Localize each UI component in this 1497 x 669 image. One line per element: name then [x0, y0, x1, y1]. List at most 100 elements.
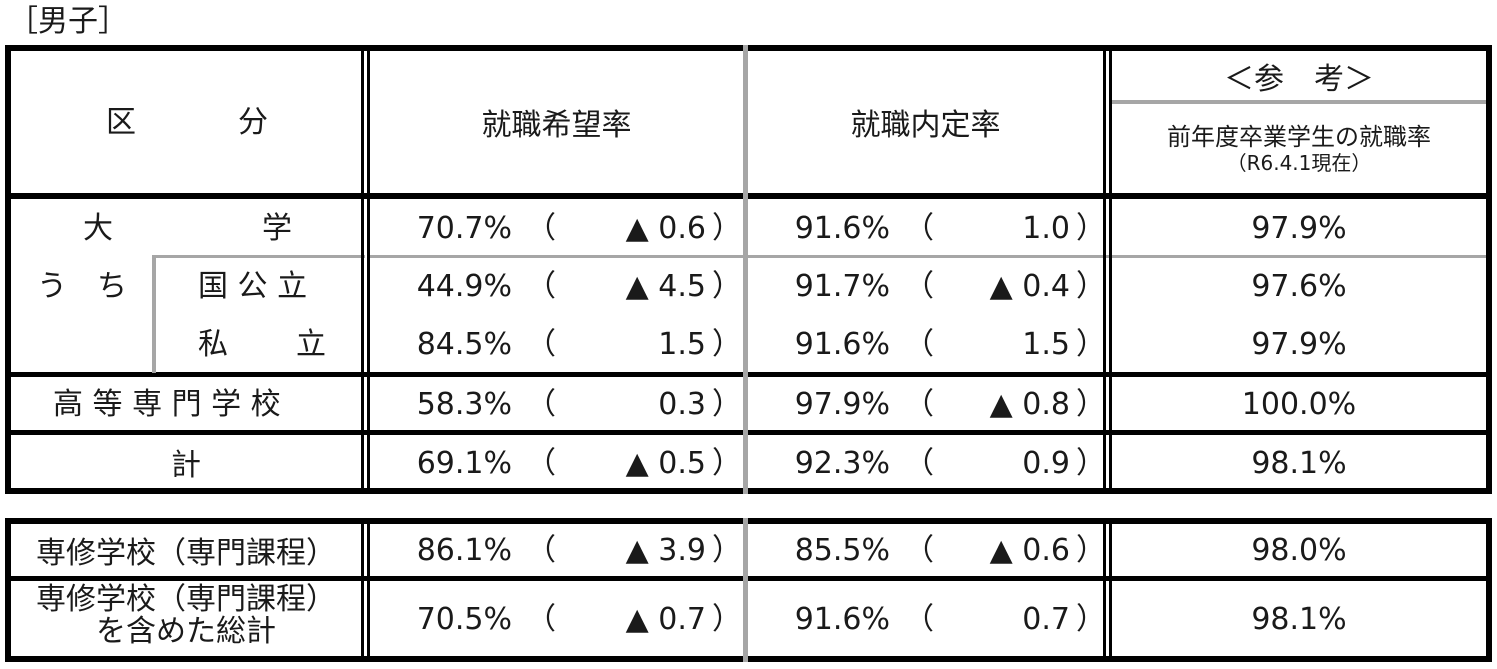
reference-rate-value: 97.6% [1251, 269, 1347, 304]
header-reference-title: ＜参 考＞ [1224, 61, 1374, 97]
offer-paren-open: （ [904, 602, 934, 637]
hope-change-value: 0.3 [658, 387, 706, 422]
hope-rate-value: 86.1% [416, 533, 512, 568]
offer-paren-close: ） [1076, 387, 1106, 422]
offer-rate-value: 92.3% [794, 446, 890, 481]
hope-paren-open: （ [526, 269, 556, 304]
hope-change-value: ▲ 4.5 [625, 269, 706, 304]
offer-change-value: 1.5 [1022, 327, 1070, 362]
offer-rate-value: 91.6% [794, 211, 890, 246]
offer-paren-open: （ [904, 446, 934, 481]
hope-paren-open: （ [526, 446, 556, 481]
border [152, 255, 156, 373]
offer-rate-value: 97.9% [794, 387, 890, 422]
hope-rate-value: 58.3% [416, 387, 512, 422]
hope-paren-open: （ [526, 327, 556, 362]
label-uchi: う ち [37, 269, 127, 304]
border [5, 518, 11, 662]
hope-change-value: 1.5 [658, 327, 706, 362]
label-total: 計 [171, 447, 201, 483]
hope-rate-value: 70.7% [416, 211, 512, 246]
border [5, 193, 1492, 199]
reference-rate-value: 98.1% [1251, 602, 1347, 637]
offer-paren-open: （ [904, 269, 934, 304]
hope-paren-close: ） [712, 387, 742, 422]
header-reference-line1: 前年度卒業学生の就職率 [1167, 122, 1431, 151]
hope-rate-value: 44.9% [416, 269, 512, 304]
label-private-left: 私 [198, 327, 228, 362]
border [5, 45, 11, 494]
reference-rate-value: 100.0% [1241, 387, 1357, 422]
border [1103, 45, 1106, 494]
label-senshu-total: 専修学校（専門課程） を含めた総計 [11, 576, 361, 656]
offer-paren-open: （ [904, 211, 934, 246]
header-offer-rate: 就職内定率 [850, 108, 1001, 143]
border [743, 45, 748, 494]
label-senshu: 専修学校（専門課程） [36, 536, 336, 571]
header-hope-rate: 就職希望率 [481, 108, 632, 143]
border [1112, 100, 1486, 104]
offer-rate-value: 91.6% [794, 602, 890, 637]
reference-rate-value: 98.1% [1251, 446, 1347, 481]
header-reference-desc: 前年度卒業学生の就職率 （R6.4.1現在） [1112, 104, 1486, 193]
label-kosen: 高 等 専 門 学 校 [53, 387, 281, 422]
border [5, 576, 1492, 581]
border [155, 255, 365, 258]
offer-paren-close: ） [1076, 533, 1106, 568]
header-reference-line2: （R6.4.1現在） [1226, 150, 1372, 175]
offer-rate-value: 85.5% [794, 533, 890, 568]
border [361, 518, 364, 662]
border [1486, 518, 1492, 662]
hope-paren-close: ） [712, 533, 742, 568]
reference-rate-value: 97.9% [1251, 327, 1347, 362]
reference-rate-value: 97.9% [1251, 211, 1347, 246]
header-category-right: 分 [238, 105, 268, 140]
table-caption: ［男子］ [8, 4, 128, 39]
offer-paren-open: （ [904, 387, 934, 422]
border [743, 518, 748, 662]
hope-paren-close: ） [712, 446, 742, 481]
label-private-right: 立 [296, 327, 326, 362]
offer-rate-value: 91.7% [794, 269, 890, 304]
offer-change-value: ▲ 0.8 [989, 387, 1070, 422]
label-national-public: 国 公 立 [198, 269, 308, 304]
hope-rate-value: 70.5% [416, 602, 512, 637]
offer-change-value: 0.9 [1022, 446, 1070, 481]
offer-change-value: 1.0 [1022, 211, 1070, 246]
hope-paren-open: （ [526, 211, 556, 246]
offer-paren-close: ） [1076, 211, 1106, 246]
border [367, 518, 370, 662]
hope-change-value: ▲ 0.5 [625, 446, 706, 481]
offer-paren-close: ） [1076, 602, 1106, 637]
offer-rate-value: 91.6% [794, 327, 890, 362]
hope-paren-open: （ [526, 533, 556, 568]
header-category-left: 区 [106, 105, 136, 140]
hope-paren-close: ） [712, 211, 742, 246]
label-university-left: 大 [83, 211, 113, 246]
offer-change-value: ▲ 0.6 [989, 533, 1070, 568]
hope-paren-close: ） [712, 327, 742, 362]
offer-paren-close: ） [1076, 327, 1106, 362]
border [5, 656, 1492, 662]
border [5, 518, 1492, 524]
hope-paren-open: （ [526, 602, 556, 637]
border [5, 372, 1492, 377]
hope-change-value: ▲ 3.9 [625, 533, 706, 568]
offer-paren-open: （ [904, 327, 934, 362]
hope-paren-close: ） [712, 602, 742, 637]
offer-paren-close: ） [1076, 269, 1106, 304]
label-senshu-total-line1: 専修学校（専門課程） [36, 582, 336, 617]
hope-change-value: ▲ 0.7 [625, 602, 706, 637]
hope-rate-value: 84.5% [416, 327, 512, 362]
hope-paren-close: ） [712, 269, 742, 304]
offer-paren-close: ） [1076, 446, 1106, 481]
border [367, 45, 370, 494]
border [1103, 518, 1106, 662]
hope-change-value: ▲ 0.6 [625, 211, 706, 246]
border [370, 255, 1486, 258]
border [5, 488, 1492, 494]
offer-change-value: 0.7 [1022, 602, 1070, 637]
border [1109, 518, 1112, 662]
hope-paren-open: （ [526, 387, 556, 422]
label-senshu-total-line2: を含めた総計 [96, 614, 276, 649]
